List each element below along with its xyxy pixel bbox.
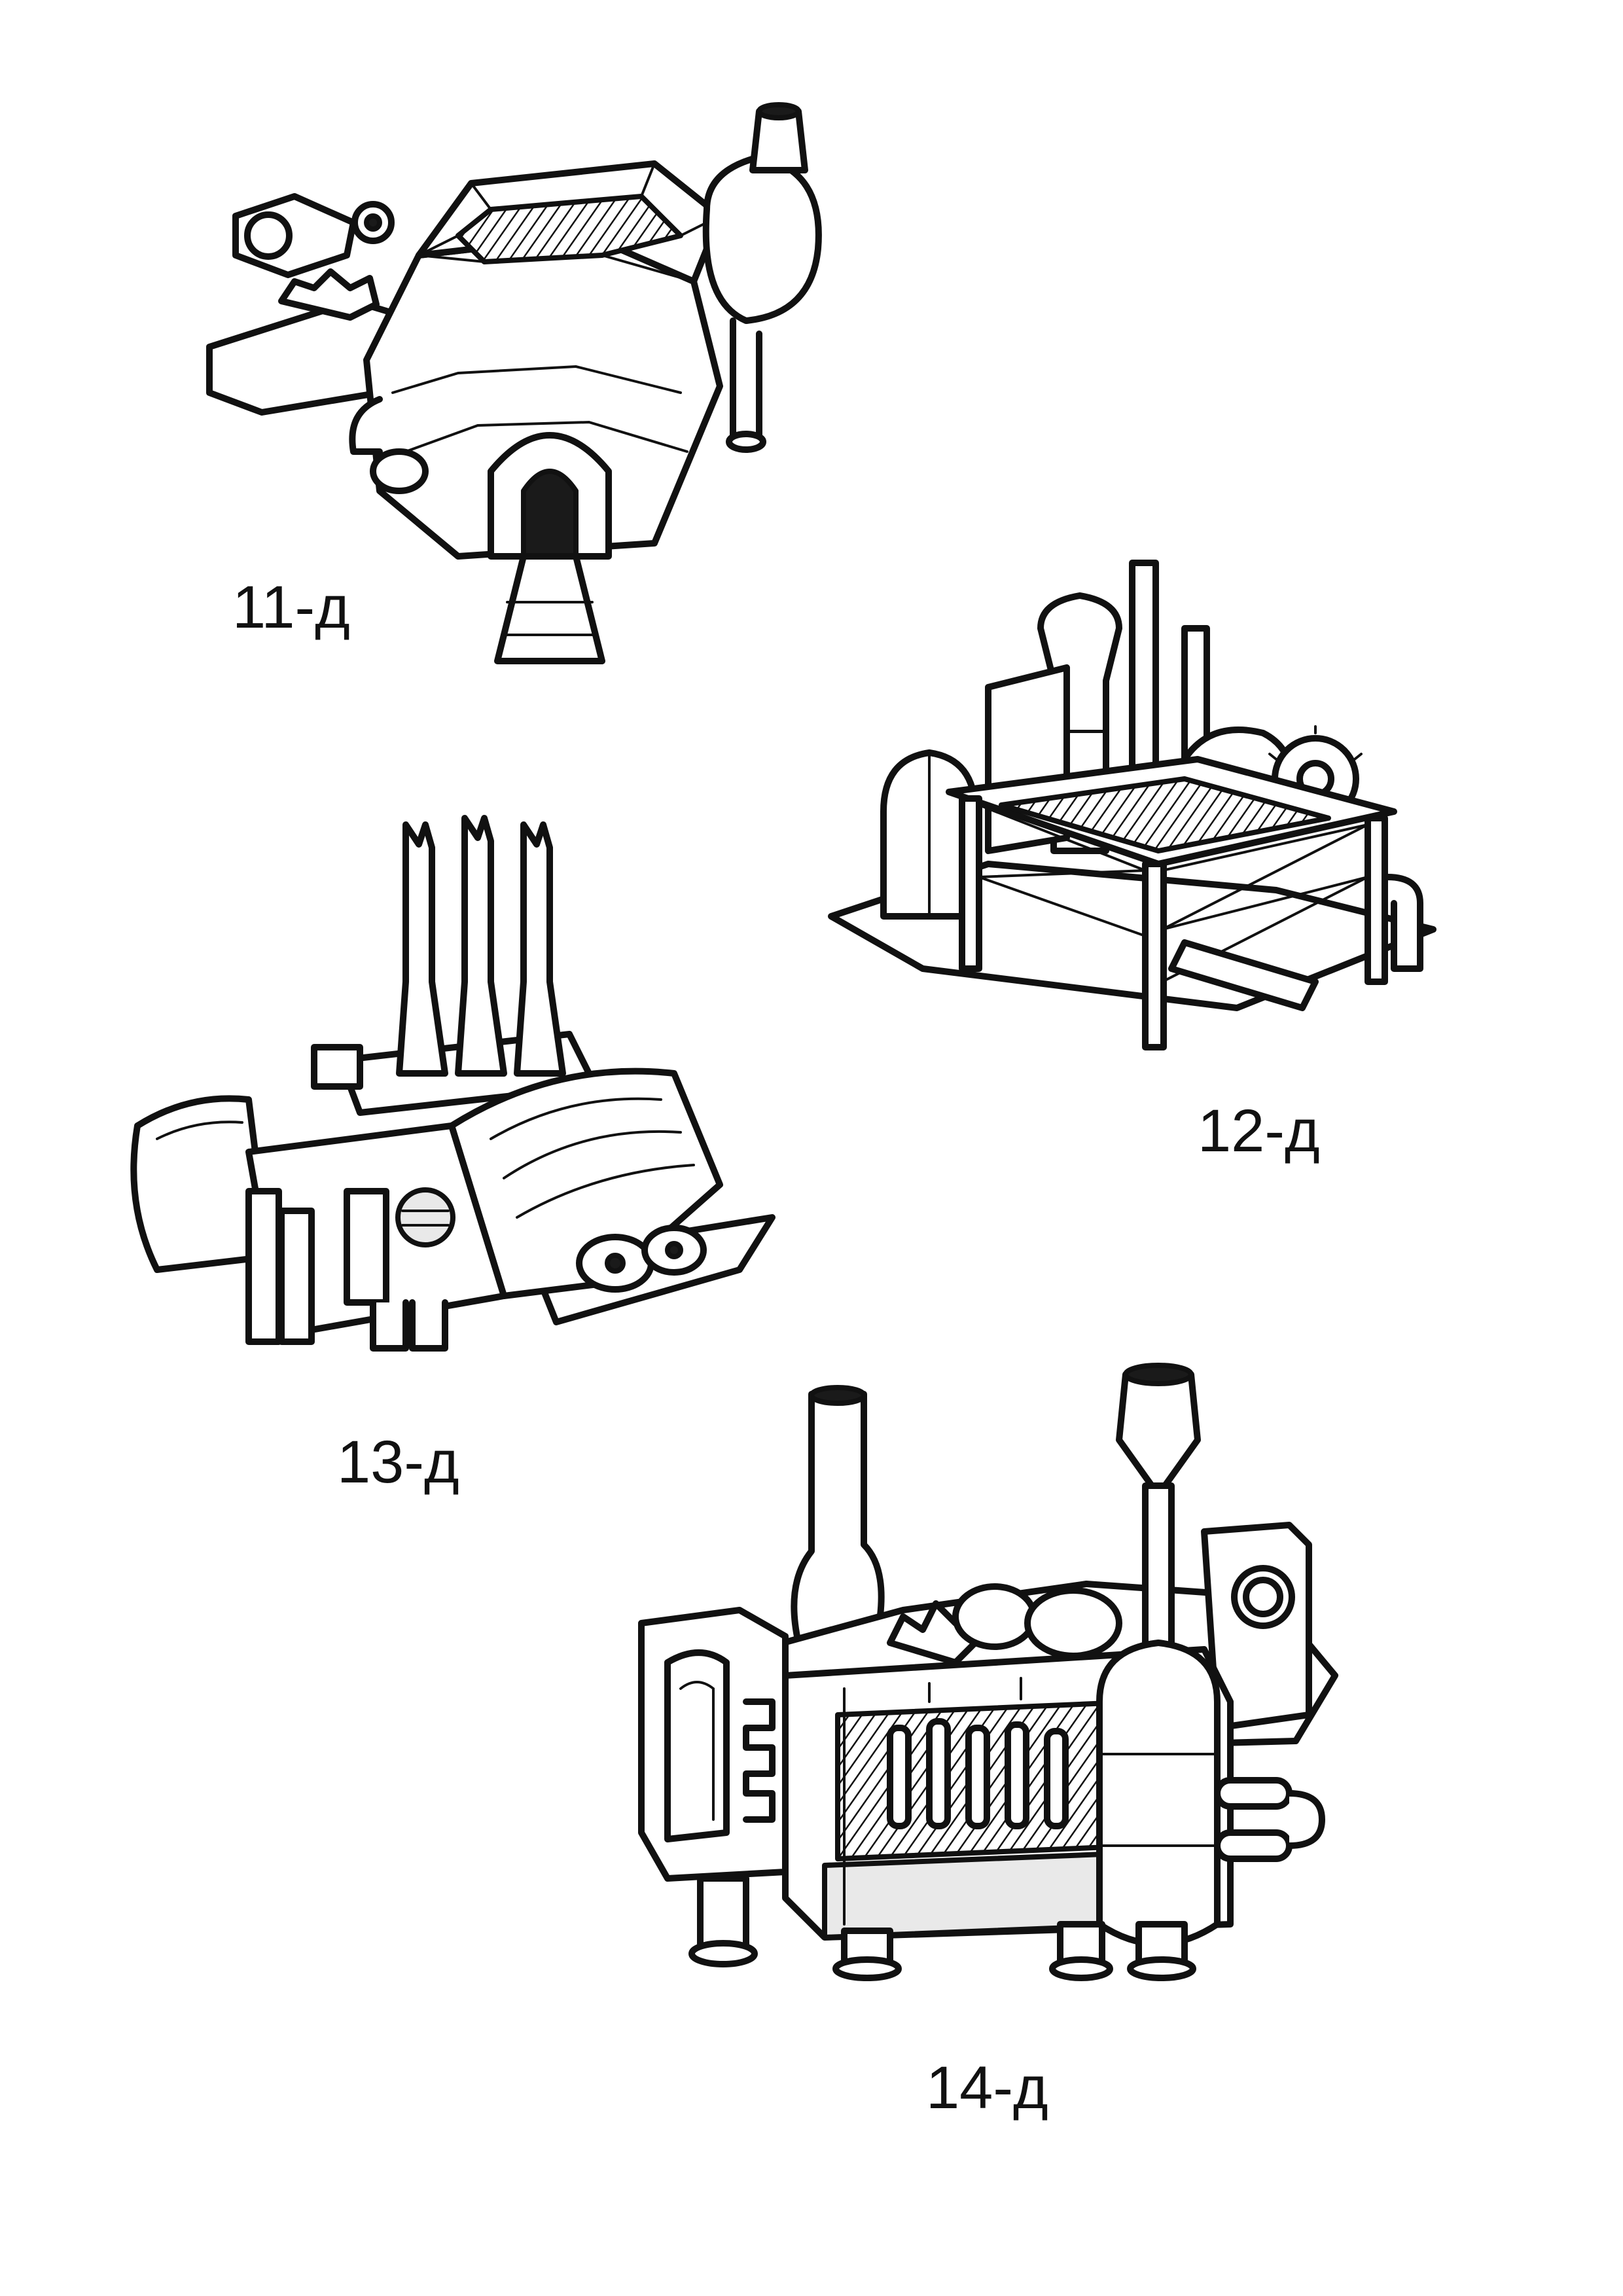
scaffold-factory-drawing [828,560,1436,1050]
sketch-13-hall [98,785,785,1374]
sketch-14-label: 14-д [926,2054,1048,2121]
sketch-12-label: 12-д [1198,1098,1320,1164]
boiler-engine-house-drawing [638,1363,1338,1981]
sketch-13-label: 13-д [337,1429,459,1496]
sketch-12-factory [818,471,1446,1050]
sketch-11-label: 11-д [232,574,350,641]
sketch-11-furnace [183,85,877,664]
triple-chimney-hall-drawing [130,815,776,1352]
sketch-14-engine-house [628,1335,1414,1981]
furnace-building-drawing [183,102,877,664]
